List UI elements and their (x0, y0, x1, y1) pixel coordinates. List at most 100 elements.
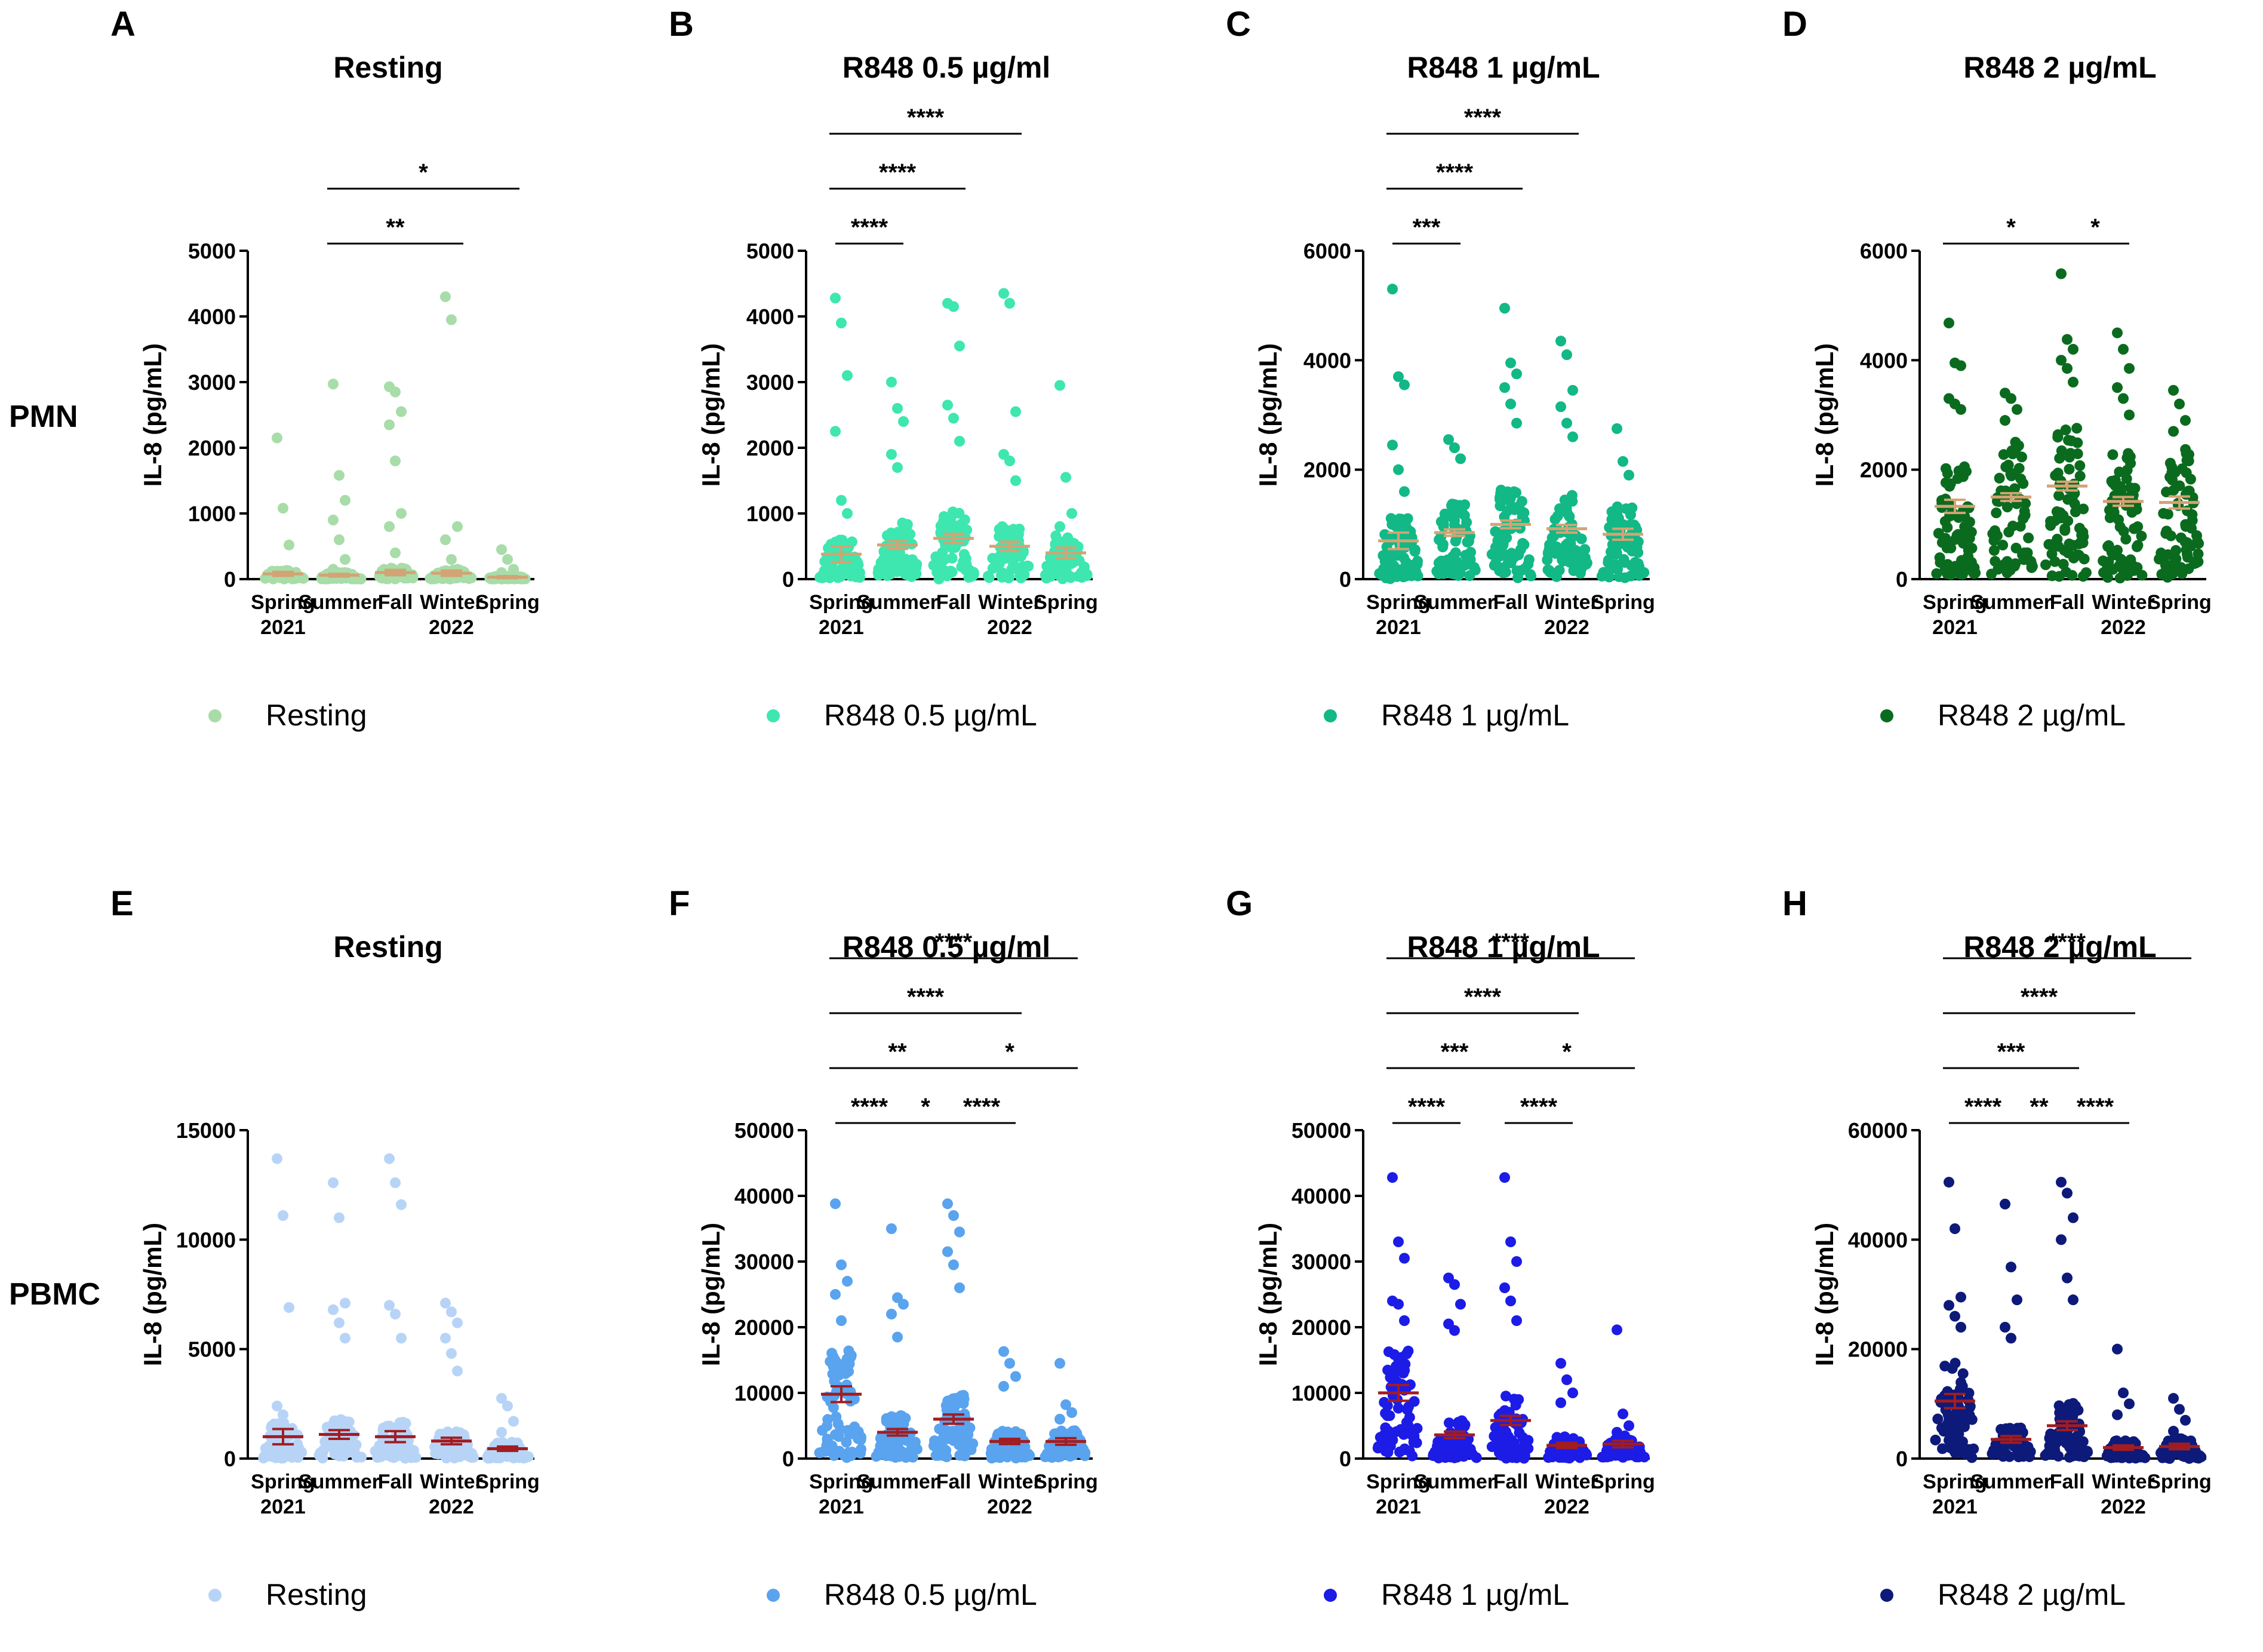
data-point (967, 1438, 979, 1450)
data-point (2136, 530, 2147, 542)
data-point (1385, 513, 1397, 524)
data-point (966, 571, 977, 582)
data-point (1511, 417, 1522, 429)
data-point (2058, 558, 2069, 570)
data-point (1387, 549, 1398, 561)
data-point (893, 1444, 905, 1455)
data-point (1412, 1423, 1423, 1434)
data-point (2103, 556, 2114, 568)
data-point (2000, 485, 2012, 497)
data-point (1612, 1324, 1622, 1336)
data-point (2078, 531, 2089, 542)
data-point (1079, 569, 1090, 580)
legend-label: R848 0.5 µg/mL (824, 699, 1037, 732)
data-point (1385, 1382, 1397, 1393)
x-tick-label: Summer (299, 1471, 380, 1493)
data-point (342, 1444, 353, 1455)
data-point (2121, 452, 2133, 463)
data-point (1376, 569, 1387, 580)
data-point (1619, 557, 1630, 568)
panel-title: R848 0.5 µg/ml (843, 51, 1050, 84)
data-point (1941, 542, 1953, 553)
data-point (2182, 485, 2194, 497)
data-point (2193, 538, 2204, 549)
data-point (1511, 368, 1522, 380)
data-point (1998, 449, 2009, 460)
significance-label: **** (963, 1094, 1001, 1120)
data-point (2077, 571, 2089, 582)
data-point (1501, 1406, 1512, 1417)
data-point (1398, 571, 1409, 583)
data-point (1939, 1361, 1951, 1372)
data-point (340, 1297, 350, 1309)
data-point (2000, 462, 2012, 473)
data-point (1618, 1408, 1628, 1420)
data-point (1963, 544, 1974, 556)
data-point (1571, 554, 1582, 565)
data-point (1619, 572, 1631, 583)
data-point (502, 554, 513, 565)
data-point (2168, 1393, 2179, 1404)
data-point (1053, 1450, 1064, 1461)
significance-label: *** (1413, 214, 1441, 241)
data-point (2118, 1388, 2129, 1398)
x-tick-label-year: 2022 (429, 616, 474, 639)
data-point (508, 564, 519, 575)
panel-h: H R848 2 µg/mL 0 20000 40000 60000 IL-8 (pg/mL… (1782, 884, 2212, 1611)
y-tick-label: 10000 (176, 1228, 236, 1252)
data-point (1393, 1236, 1404, 1247)
data-point (2118, 344, 2129, 355)
data-point (2071, 423, 2083, 434)
data-point (1579, 544, 1591, 555)
panel-g: G R848 1 µg/mL 0 10000 20000 30000 40000 50000 I… (1226, 884, 1655, 1611)
data-point (1944, 1300, 1954, 1311)
x-tick-label: Spring (1591, 591, 1655, 614)
data-point (1956, 1437, 1967, 1448)
data-point (1955, 1291, 1966, 1303)
x-tick-label: Spring (1034, 591, 1098, 614)
data-point (1505, 1296, 1516, 1306)
data-point (446, 1306, 457, 1318)
data-point (465, 572, 476, 583)
data-point (1960, 1448, 1971, 1460)
x-tick-label-year: 2021 (819, 1496, 864, 1518)
panel-title: R848 1 µg/mL (1407, 51, 1600, 84)
data-point (934, 554, 946, 565)
data-point (2062, 334, 2073, 345)
x-tick-label: Summer (299, 591, 380, 614)
data-point (1432, 1436, 1444, 1447)
data-point (1387, 439, 1398, 451)
data-point (847, 567, 859, 578)
data-point (452, 521, 463, 532)
y-tick-label: 2000 (1860, 458, 1908, 482)
data-point (1602, 570, 1613, 581)
y-tick-label: 2000 (746, 436, 794, 460)
data-point (897, 517, 908, 528)
data-point (1932, 1413, 1944, 1425)
data-point (2075, 1439, 2086, 1451)
y-tick-label: 4000 (1860, 348, 1908, 373)
data-point (1444, 1442, 1456, 1454)
significance-label: **** (2077, 1094, 2114, 1120)
data-point (426, 572, 438, 583)
data-point (1004, 298, 1015, 309)
data-point (2187, 509, 2198, 520)
x-tick-label-year: 2021 (1932, 616, 1978, 639)
data-point (440, 1333, 451, 1344)
y-tick-label: 4000 (1303, 348, 1351, 373)
data-point (1050, 530, 1062, 542)
significance-label: **** (2021, 984, 2058, 1010)
y-tick-label: 10000 (1292, 1381, 1351, 1405)
y-axis-label: IL-8 (pg/mL) (139, 343, 167, 487)
data-point (384, 521, 395, 532)
data-point (845, 1350, 857, 1361)
data-point (2001, 567, 2013, 579)
data-point (886, 449, 897, 460)
x-tick-label: Summer (1970, 591, 2052, 614)
y-tick-label: 15000 (176, 1118, 236, 1143)
data-point (2110, 1435, 2121, 1447)
data-point (1062, 540, 1074, 552)
panel-c: C R848 1 µg/mL 0 2000 4000 6000 IL-8 (pg/mL) Sp… (1226, 5, 1655, 732)
y-tick-label: 0 (1339, 567, 1351, 592)
